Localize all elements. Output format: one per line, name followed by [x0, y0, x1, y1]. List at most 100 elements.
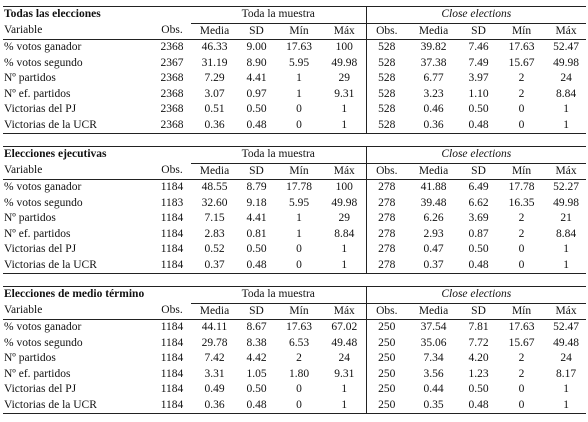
- cell-close-obs: 528: [378, 56, 396, 69]
- col-header-close-max: Máx: [546, 303, 587, 320]
- cell-close-media: 3.23: [423, 87, 444, 100]
- cell-close-media: 6.77: [423, 72, 444, 84]
- panel-header-row: Todas las elecciones Toda la muestra Close…: [3, 6, 587, 24]
- row-variable-label: Victorias de la UCR: [3, 397, 153, 414]
- cell-close-max: 52.47: [553, 41, 579, 53]
- cell-full-min: 0: [296, 243, 302, 255]
- cell-full-obs: 1184: [160, 243, 184, 255]
- cell-close-max: 8.84: [556, 227, 577, 240]
- row-variable-label: Victorias del PJ: [4, 383, 77, 395]
- col-header-obs: Obs.: [153, 163, 191, 180]
- cell-full-media: 3.31: [204, 367, 225, 380]
- col-header-close-media: Media: [407, 303, 461, 320]
- table-row: % votos ganador 1184 44.11 8.67 17.63 67.02 25…: [3, 319, 586, 336]
- cell-full-min: 0: [275, 117, 323, 134]
- cell-close-min: 17.63: [508, 321, 535, 333]
- cell-close-min: 17.63: [508, 41, 535, 53]
- cell-close-obs: 528: [378, 41, 396, 53]
- cell-close-sd: 1.23: [468, 367, 489, 380]
- cell-full-min: 0: [275, 257, 323, 274]
- spacer-cell: [153, 146, 191, 163]
- row-variable-label: Victorias de la UCR: [3, 117, 153, 134]
- col-header-close-sd: SD: [460, 163, 498, 180]
- cell-close-media: 37.38: [420, 56, 447, 69]
- cell-full-obs: 1184: [160, 181, 184, 193]
- cell-close-media: 0.36: [407, 117, 461, 134]
- column-header-row: Variable Obs. Media SD Mín Máx Obs. Media SD Mín M…: [3, 163, 587, 180]
- cell-full-min: 0: [296, 383, 302, 395]
- cell-full-media: 0.36: [191, 397, 238, 414]
- cell-full-sd: 0.50: [246, 243, 267, 255]
- cell-close-sd: 3.69: [468, 212, 489, 224]
- cell-full-media: 44.11: [201, 321, 228, 333]
- cell-close-min: 2: [518, 352, 525, 364]
- col-header-max: Máx: [323, 303, 367, 320]
- cell-full-min: 1: [296, 72, 302, 84]
- table-row: Victorias de la UCR 2368 0.36 0.48 0 1 528 0.36…: [3, 117, 587, 134]
- cell-full-obs: 2368: [160, 41, 184, 53]
- cell-close-min: 0: [497, 257, 547, 274]
- row-variable-label: % votos ganador: [4, 41, 82, 53]
- col-header-obs: Obs.: [153, 303, 191, 320]
- cell-close-min: 0: [518, 243, 525, 255]
- cell-close-obs: 278: [378, 212, 396, 224]
- col-header-media: Media: [191, 23, 238, 40]
- column-header-row: Variable Obs. Media SD Mín Máx Obs. Media SD Mín M…: [3, 23, 587, 40]
- cell-close-min: 2: [518, 367, 525, 380]
- cell-close-obs: 250: [378, 352, 396, 364]
- cell-close-media: 41.88: [420, 181, 447, 193]
- group-header-close-elections: Close elections: [366, 146, 587, 164]
- cell-close-sd: 6.49: [468, 181, 489, 193]
- cell-close-sd: 0.48: [460, 257, 498, 274]
- col-header-close-max: Máx: [546, 23, 587, 40]
- cell-close-sd: 4.20: [468, 352, 489, 364]
- cell-close-max: 1: [563, 383, 569, 395]
- cell-full-sd: 0.48: [238, 117, 275, 134]
- col-header-close-obs: Obs.: [366, 303, 408, 320]
- panel-title: Todas las elecciones: [3, 6, 153, 23]
- row-variable-label: Nº ef. partidos: [4, 227, 71, 240]
- cell-full-obs: 2368: [160, 72, 184, 84]
- cell-close-media: 0.44: [423, 383, 444, 395]
- cell-full-max: 1: [323, 397, 367, 414]
- row-variable-label: % votos ganador: [4, 181, 82, 193]
- table-row: Victorias del PJ 1184 0.49 0.50 0 1 250 0.44 0.5…: [3, 382, 586, 398]
- panel-title: Elecciones de medio término: [3, 286, 153, 303]
- cell-full-obs: 1184: [153, 257, 191, 274]
- cell-full-max: 29: [323, 211, 367, 227]
- table-row: Nº partidos 2368 7.29 4.41 1 29 528 6.77 3.97 2 24: [3, 71, 586, 87]
- cell-close-media: 39.82: [420, 41, 447, 53]
- table-row: Nº ef. partidos 2368 3.07 0.97 1 9.31 528 3.23 1…: [3, 86, 586, 102]
- column-header-row: Variable Obs. Media SD Mín Máx Obs. Media SD Mín M…: [3, 303, 587, 320]
- cell-close-min: 15.67: [508, 336, 535, 349]
- cell-close-max: 8.84: [556, 87, 577, 100]
- cell-full-sd: 0.50: [246, 383, 267, 395]
- table-row: Victorias de la UCR 1184 0.36 0.48 0 1 250 0.35…: [3, 397, 587, 414]
- cell-full-min: 1: [296, 212, 302, 224]
- cell-full-min: 1: [296, 227, 302, 240]
- group-header-full-sample: Toda la muestra: [191, 286, 367, 304]
- cell-full-media: 0.36: [191, 117, 238, 134]
- cell-full-max: 9.31: [323, 86, 367, 102]
- cell-close-min: 17.78: [508, 181, 535, 193]
- cell-full-max: 1: [323, 257, 367, 274]
- cell-full-sd: 0.97: [246, 87, 267, 100]
- cell-full-media: 0.37: [191, 257, 238, 274]
- cell-full-obs: 1184: [160, 321, 184, 333]
- cell-full-max: 49.48: [323, 335, 367, 351]
- col-header-close-media: Media: [407, 23, 461, 40]
- col-header-close-min: Mín: [497, 303, 547, 320]
- cell-close-sd: 3.97: [468, 72, 489, 84]
- row-variable-label: % votos segundo: [4, 56, 83, 69]
- table-row: % votos segundo 2367 31.19 8.90 5.95 49.98 528…: [3, 55, 586, 71]
- table-row: Victorias de la UCR 1184 0.37 0.48 0 1 278 0.37…: [3, 257, 587, 274]
- cell-full-obs: 1183: [160, 196, 184, 209]
- cell-close-media: 37.54: [420, 321, 447, 333]
- cell-close-sd: 7.49: [468, 56, 489, 69]
- cell-close-sd: 0.50: [468, 103, 489, 115]
- col-header-obs: Obs.: [153, 23, 191, 40]
- col-header-close-sd: SD: [460, 303, 498, 320]
- cell-full-sd: 9.18: [246, 196, 267, 209]
- group-header-full-sample: Toda la muestra: [191, 6, 367, 24]
- cell-close-min: 0: [518, 103, 525, 115]
